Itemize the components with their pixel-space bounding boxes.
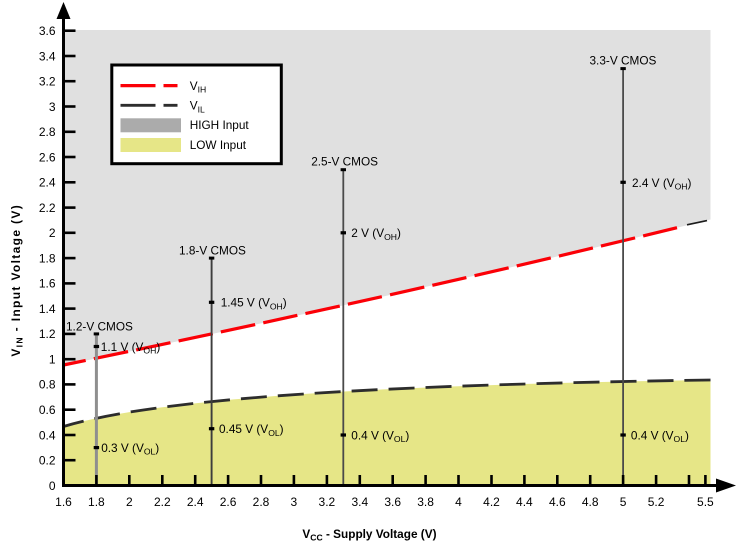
- svg-text:1: 1: [49, 353, 56, 367]
- svg-text:3.2: 3.2: [319, 495, 336, 509]
- svg-text:2.2: 2.2: [39, 201, 56, 215]
- svg-text:HIGH Input: HIGH Input: [190, 118, 250, 132]
- svg-text:3: 3: [291, 495, 298, 509]
- svg-text:2.5-V CMOS: 2.5-V CMOS: [311, 154, 378, 168]
- svg-text:3.6: 3.6: [384, 495, 401, 509]
- svg-text:5.2: 5.2: [648, 495, 665, 509]
- svg-text:2.4: 2.4: [187, 495, 204, 509]
- svg-text:2.6: 2.6: [220, 495, 237, 509]
- svg-text:3.6: 3.6: [39, 24, 56, 38]
- svg-text:1.2: 1.2: [39, 327, 56, 341]
- svg-text:2.8: 2.8: [39, 125, 56, 139]
- svg-text:4.4: 4.4: [516, 495, 533, 509]
- svg-text:VCC - Supply Voltage (V): VCC - Supply Voltage (V): [302, 527, 436, 543]
- svg-text:4.8: 4.8: [582, 495, 599, 509]
- svg-text:3.4: 3.4: [39, 49, 56, 63]
- svg-text:1.4: 1.4: [39, 302, 56, 316]
- svg-text:0.2: 0.2: [39, 454, 56, 468]
- svg-text:0.4: 0.4: [39, 428, 56, 442]
- svg-text:5.5: 5.5: [697, 495, 714, 509]
- svg-text:1.8: 1.8: [88, 495, 105, 509]
- svg-text:VIN - Input Voltage (V): VIN - Input Voltage (V): [9, 204, 25, 357]
- svg-text:4: 4: [455, 495, 462, 509]
- svg-text:1.6: 1.6: [55, 495, 72, 509]
- svg-text:5: 5: [620, 495, 627, 509]
- svg-text:3.4: 3.4: [351, 495, 368, 509]
- svg-text:0: 0: [49, 479, 56, 493]
- svg-text:0.45 V (VOL): 0.45 V (VOL): [219, 422, 284, 438]
- svg-text:4.2: 4.2: [483, 495, 500, 509]
- svg-text:2.4: 2.4: [39, 176, 56, 190]
- svg-text:3.3-V CMOS: 3.3-V CMOS: [590, 54, 657, 68]
- svg-text:3.8: 3.8: [417, 495, 434, 509]
- svg-text:1.6: 1.6: [39, 277, 56, 291]
- svg-text:2.6: 2.6: [39, 150, 56, 164]
- svg-text:0.6: 0.6: [39, 403, 56, 417]
- svg-text:3: 3: [49, 100, 56, 114]
- svg-text:2: 2: [49, 226, 56, 240]
- svg-text:0.8: 0.8: [39, 378, 56, 392]
- svg-text:2.8: 2.8: [253, 495, 270, 509]
- svg-text:LOW Input: LOW Input: [190, 138, 247, 152]
- svg-text:1.8: 1.8: [39, 251, 56, 265]
- svg-text:1.8-V CMOS: 1.8-V CMOS: [179, 243, 246, 257]
- svg-text:4.6: 4.6: [549, 495, 566, 509]
- svg-text:2: 2: [126, 495, 133, 509]
- svg-text:3.2: 3.2: [39, 75, 56, 89]
- svg-text:1.2-V CMOS: 1.2-V CMOS: [66, 319, 133, 333]
- svg-text:2.2: 2.2: [154, 495, 171, 509]
